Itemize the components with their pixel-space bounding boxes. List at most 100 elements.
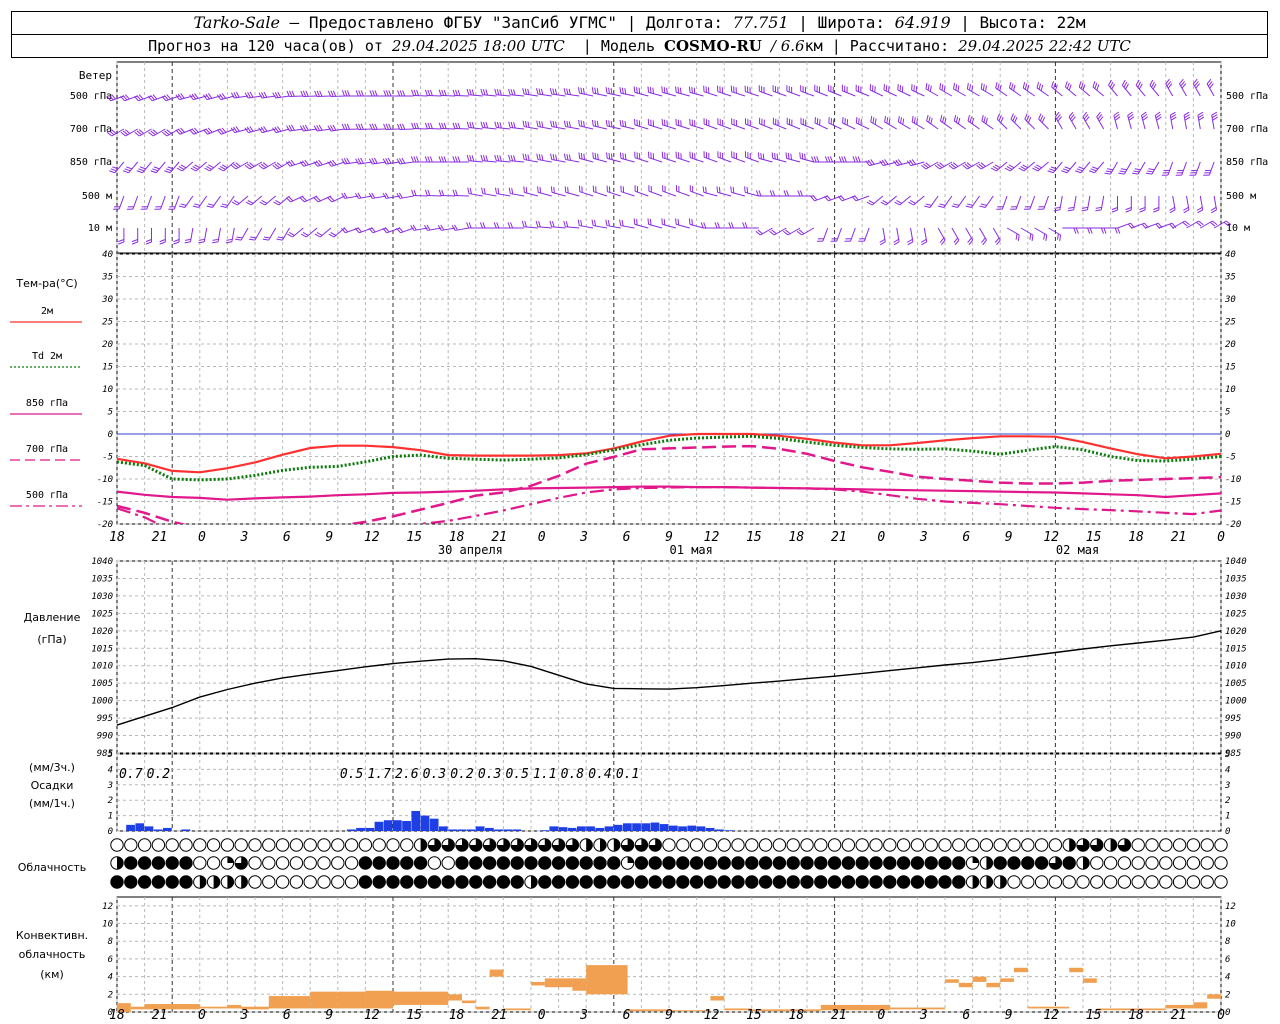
wind-barb-feather bbox=[633, 218, 636, 225]
wind-barb-feather bbox=[247, 200, 254, 204]
wind-barb-feather bbox=[1155, 113, 1162, 119]
wind-barb-feather bbox=[879, 160, 884, 166]
wind-barb-feather bbox=[1026, 115, 1030, 122]
cloud-symbol-fill bbox=[373, 856, 386, 870]
wind-barb-feather bbox=[916, 118, 918, 125]
conv-cloud-bar bbox=[1014, 967, 1028, 973]
cloud-cover-symbol bbox=[869, 856, 883, 870]
cloud-cover-symbol bbox=[110, 838, 124, 852]
hour-tick-label: 6 bbox=[962, 530, 970, 545]
wind-barb-feather bbox=[1156, 116, 1162, 121]
wind-barb bbox=[383, 90, 400, 97]
cloud-symbol-fill bbox=[621, 838, 634, 852]
wind-barb-feather bbox=[191, 128, 197, 134]
cloud-symbol-fill bbox=[649, 875, 662, 889]
wind-barb-feather bbox=[796, 230, 803, 236]
wind-barb-feather bbox=[471, 155, 475, 162]
wind-barb-feather bbox=[926, 115, 929, 122]
wind-barb-feather bbox=[568, 88, 571, 95]
temp-tick-label: -20 bbox=[97, 520, 113, 530]
wind-barb bbox=[1108, 79, 1118, 97]
wind-barb bbox=[451, 224, 469, 231]
wind-barb-feather bbox=[416, 122, 420, 129]
cloud-cover-symbol bbox=[731, 875, 745, 889]
wind-barb bbox=[382, 192, 400, 199]
wind-barb bbox=[1023, 195, 1036, 210]
wind-barb bbox=[619, 219, 635, 229]
wind-barb-feather bbox=[580, 120, 583, 127]
cloud-cover-symbol bbox=[372, 875, 386, 889]
cloud-cover-symbol bbox=[1048, 856, 1063, 870]
cloud-cover-symbol bbox=[1172, 838, 1187, 852]
wind-barb bbox=[934, 161, 953, 170]
wind-barb bbox=[1140, 111, 1148, 130]
wind-barb-feather bbox=[1092, 81, 1096, 88]
wind-barb-feather bbox=[566, 154, 569, 161]
wind-barb bbox=[162, 128, 180, 137]
cloud-symbol-outline bbox=[869, 838, 883, 852]
cloud-symbol-fill bbox=[497, 838, 510, 852]
temp-tick-label: 20 bbox=[102, 340, 113, 350]
precip-tick-label: 0 bbox=[1225, 827, 1230, 837]
wind-barb-feather bbox=[235, 162, 241, 167]
wind-barb-feather bbox=[757, 152, 760, 159]
wind-barb-feather bbox=[382, 158, 387, 165]
wind-barb-feather bbox=[483, 121, 486, 128]
wind-barb-feather bbox=[1109, 81, 1114, 88]
wind-barb-feather bbox=[577, 219, 580, 226]
cloud-symbol-fill bbox=[842, 875, 855, 889]
precip-sum-label: 0.3 bbox=[478, 767, 501, 782]
precip-tick-label: 4 bbox=[1225, 765, 1230, 775]
wind-barb bbox=[605, 87, 621, 97]
wind-barb bbox=[1010, 113, 1022, 130]
conv-cloud-bar bbox=[958, 982, 973, 988]
wind-barb-feather bbox=[992, 166, 999, 170]
wind-barb-feather bbox=[837, 195, 843, 202]
wind-barb bbox=[577, 87, 594, 97]
wind-barb-feather bbox=[982, 84, 985, 91]
wind-barb-feather bbox=[886, 117, 889, 124]
precip-bar bbox=[632, 823, 641, 831]
wind-barb-feather bbox=[567, 187, 569, 194]
cloud-cover-symbol bbox=[758, 856, 773, 870]
wind-barb-feather bbox=[1198, 114, 1204, 119]
wind-barb-feather bbox=[1010, 113, 1014, 120]
temp-tick-label: -15 bbox=[97, 498, 113, 508]
wind-barb-feather bbox=[980, 203, 987, 206]
wind-barb-feather bbox=[180, 203, 187, 206]
wind-barb bbox=[1179, 78, 1187, 97]
wind-barb-feather bbox=[930, 117, 933, 124]
wind-barb-feather bbox=[757, 229, 763, 235]
wind-barb-feather bbox=[244, 92, 249, 99]
cloud-symbol-fill bbox=[676, 875, 689, 889]
cloud-cover-symbol bbox=[952, 875, 966, 889]
wind-barb-feather bbox=[1096, 111, 1101, 118]
wind-barb bbox=[494, 187, 511, 197]
wind-barb-feather bbox=[136, 170, 143, 174]
wind-barb-feather bbox=[494, 187, 498, 194]
wind-barb-feather bbox=[539, 187, 542, 194]
wind-barb-feather bbox=[313, 197, 319, 203]
wind-barb-feather bbox=[1067, 209, 1074, 212]
conv-tick-label: 2 bbox=[108, 990, 113, 1000]
cloud-cover-symbol bbox=[262, 875, 276, 889]
wind-barb-feather bbox=[1114, 116, 1121, 121]
cloud-symbol-fill bbox=[972, 875, 979, 889]
wind-barb-feather bbox=[893, 238, 899, 243]
wind-barb-feather bbox=[566, 88, 569, 95]
conv-cloud-bar bbox=[572, 978, 587, 991]
wind-barb bbox=[410, 224, 428, 231]
wind-barb-feather bbox=[371, 123, 376, 130]
wind-barb bbox=[479, 222, 497, 229]
wind-barb-feather bbox=[285, 197, 291, 203]
wind-barb bbox=[893, 227, 900, 246]
wind-barb-feather bbox=[387, 157, 392, 164]
wind-barb-feather bbox=[798, 229, 805, 235]
cloud-cover-symbol bbox=[538, 875, 552, 889]
wind-barb-feather bbox=[911, 159, 917, 165]
wind-barb bbox=[508, 187, 525, 197]
wind-barb-feather bbox=[413, 156, 417, 163]
precip-tick-label: 1 bbox=[1225, 812, 1230, 822]
wind-barb-feather bbox=[596, 88, 599, 95]
wind-barb-feather bbox=[568, 154, 571, 161]
